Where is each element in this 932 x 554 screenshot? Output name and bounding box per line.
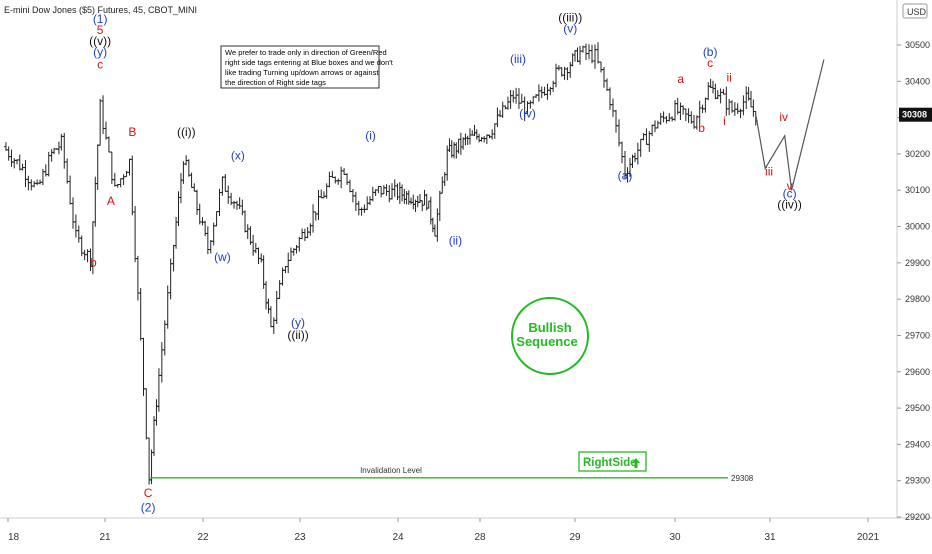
wave-label: ((ii)): [287, 328, 308, 342]
note-line-2: right side tags entering at Blue boxes a…: [225, 58, 394, 67]
wave-label: (b): [703, 45, 718, 59]
time-tick-label: 28: [474, 532, 486, 543]
bullish-sequence-badge: Bullish Sequence: [511, 297, 589, 375]
projection-path: [755, 59, 825, 191]
wave-label: (y): [93, 45, 107, 59]
price-tick-label: 30200: [905, 149, 930, 159]
projection-line: [755, 59, 825, 191]
price-tick-label: 29600: [905, 367, 930, 377]
wave-label: (iv): [519, 107, 536, 121]
invalidation-value: 29308: [731, 474, 754, 483]
invalidation-label: Invalidation Level: [360, 466, 422, 475]
wave-label: B: [128, 125, 136, 139]
note-line-4: the direction of Right side tags: [225, 78, 326, 87]
time-tick-label: 29: [569, 532, 581, 543]
up-arrow-icon: [632, 458, 640, 468]
price-tick-label: 29900: [905, 258, 930, 268]
wave-label: ((iii)): [558, 10, 582, 24]
time-tick-label: 18: [8, 532, 20, 543]
time-tick-label: 2021: [857, 532, 880, 543]
badge-line-1: Bullish: [528, 320, 571, 335]
note-box: We prefer to trade only in direction of …: [220, 45, 394, 89]
wave-label: (c): [783, 186, 797, 200]
rightside-label: RightSide: [583, 457, 637, 469]
price-tick-label: 30000: [905, 222, 930, 232]
wave-labels: (1)5((v))(y)cBAbC(2)((i))(x)(w)(y)((ii))…: [89, 10, 802, 514]
wave-label: (a): [618, 168, 633, 182]
currency-badge[interactable]: [902, 3, 928, 19]
price-tick-label: 29400: [905, 439, 930, 449]
ohlc-bars: [3, 42, 758, 485]
wave-label: ((v)): [89, 34, 111, 48]
price-tick-label: 30500: [905, 40, 930, 50]
price-tick-label: 30400: [905, 76, 930, 86]
wave-label: c: [707, 56, 713, 70]
price-tick-label: 29500: [905, 403, 930, 413]
last-price-box: [899, 107, 932, 122]
wave-label: (ii): [449, 234, 462, 248]
last-price-tag: 30308: [899, 107, 932, 122]
wave-label: a: [677, 72, 684, 86]
wave-label: b: [698, 121, 705, 135]
note-frame: [220, 45, 380, 89]
note-line-3: like trading Turning up/down arrows or a…: [225, 68, 379, 77]
wave-label: (y): [291, 315, 305, 329]
time-tick-label: 30: [669, 532, 681, 543]
currency-label: USD: [907, 7, 927, 17]
wave-label: ((i)): [177, 125, 196, 139]
wave-label: (iii): [510, 52, 526, 66]
wave-label: (1): [93, 12, 108, 26]
last-price-value: 30308: [902, 110, 927, 120]
chart-title: E-mini Dow Jones ($5) Futures, 45, CBOT_…: [4, 5, 197, 15]
rightside-frame: [578, 451, 647, 472]
note-line-1: We prefer to trade only in direction of …: [225, 48, 387, 57]
price-tick-label: 29300: [905, 476, 930, 486]
wave-label: ((iv)): [777, 197, 802, 211]
time-tick-label: 24: [392, 532, 404, 543]
time-tick-label: 21: [99, 532, 111, 543]
wave-label: C: [144, 486, 153, 500]
invalidation-level: Invalidation Level 29308: [149, 466, 754, 483]
time-tick-label: 31: [764, 532, 776, 543]
wave-label: iii: [765, 165, 773, 179]
wave-label: A: [107, 194, 115, 208]
wave-label: i: [723, 114, 726, 128]
wave-label: (w): [214, 250, 231, 264]
rightside-tag: RightSide: [578, 451, 647, 472]
time-tick-label: 23: [294, 532, 306, 543]
wave-label: (v): [563, 21, 577, 35]
wave-label: b: [90, 255, 97, 269]
wave-label: c: [97, 58, 103, 72]
badge-line-2: Sequence: [516, 334, 577, 349]
wave-label: (i): [365, 128, 376, 142]
badge-circle: [511, 297, 589, 375]
wave-label: (2): [141, 501, 156, 515]
time-tick-label: 22: [197, 532, 209, 543]
price-tick-label: 29700: [905, 330, 930, 340]
wave-label: ii: [726, 70, 731, 84]
wave-label: (x): [231, 148, 245, 162]
wave-label: 5: [97, 23, 104, 37]
price-tick-label: 30100: [905, 185, 930, 195]
wave-label: v: [787, 179, 793, 193]
price-tick-label: 29800: [905, 294, 930, 304]
price-tick-label: 29200: [905, 512, 930, 522]
time-axis[interactable]: 18 21 22 23 24 28 29 30 31 2021: [7, 518, 880, 543]
wave-label: iv: [779, 110, 788, 124]
